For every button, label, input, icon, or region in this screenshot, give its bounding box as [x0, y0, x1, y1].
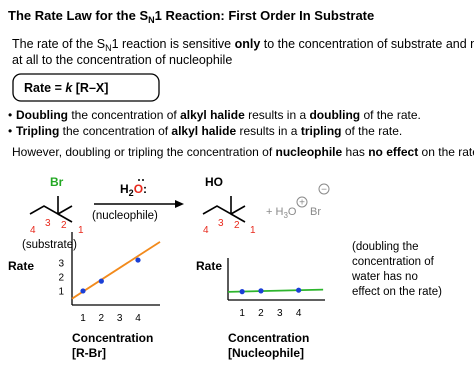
- label: (substrate): [22, 239, 77, 251]
- text-sub: 2: [129, 188, 134, 198]
- x-tick-label: 2: [258, 308, 264, 319]
- y-tick-label: 1: [58, 286, 64, 297]
- text: O: [134, 182, 143, 196]
- x-tick-label: 4: [296, 308, 302, 319]
- text: has: [342, 145, 368, 159]
- text: 1 reaction is sensitive: [112, 37, 235, 51]
- text: Rate =: [24, 81, 65, 95]
- atom: Br: [50, 175, 64, 189]
- carbon-number: 1: [250, 225, 256, 236]
- x-sublabel: [Nucleophile]: [228, 346, 304, 360]
- note-line: water has no: [351, 271, 418, 283]
- text-sub: 3: [283, 211, 288, 220]
- text: H: [120, 182, 129, 196]
- x-tick-label: 1: [239, 308, 245, 319]
- label: (nucleophile): [92, 210, 158, 222]
- charge-circle: [296, 196, 308, 208]
- lone-pair-dot: [138, 179, 140, 181]
- note-line: (doubling the: [352, 241, 419, 253]
- text: alkyl halide: [171, 124, 236, 138]
- y-tick-label: 3: [58, 258, 64, 269]
- text: of the rate.: [342, 124, 403, 138]
- text-bold: only: [235, 37, 261, 51]
- y-label: Rate: [196, 259, 222, 273]
- lone-pair-dot: [142, 179, 144, 181]
- text: alkyl halide: [180, 108, 245, 122]
- x-sublabel: [R-Br]: [72, 346, 106, 360]
- text: results in a: [245, 108, 310, 122]
- x-label: Concentration: [228, 331, 309, 345]
- atom: HO: [205, 175, 223, 189]
- text: results in a: [236, 124, 301, 138]
- text: on the rate.: [418, 145, 474, 159]
- text: Br: [310, 206, 321, 218]
- text: the concentration of: [68, 108, 180, 122]
- data-point: [296, 287, 302, 293]
- text: the concentration of: [59, 124, 171, 138]
- carbon-number: 3: [45, 218, 51, 229]
- intro-line: at all to the concentration of nucleophi…: [12, 53, 232, 67]
- text-sub: N: [105, 43, 112, 53]
- bullet: •: [8, 108, 12, 122]
- byproducts: + H3O: [266, 206, 297, 220]
- text: :: [143, 182, 147, 196]
- x-tick-label: 3: [277, 308, 283, 319]
- charge: −: [321, 185, 327, 196]
- text: doubling: [309, 108, 360, 122]
- title: The Rate Law for the SN1 Reaction: First…: [8, 8, 374, 25]
- data-point: [258, 288, 264, 294]
- text: However, doubling or tripling the concen…: [12, 145, 276, 159]
- carbon-number: 4: [30, 225, 36, 236]
- text: nucleophile: [276, 145, 343, 159]
- data-point: [80, 288, 86, 294]
- x-label: Concentration: [72, 331, 153, 345]
- title-part: 1 Reaction: First Order In Substrate: [155, 8, 375, 23]
- data-point: [98, 278, 104, 284]
- text: no effect: [368, 145, 418, 159]
- bullet-text: Doubling the concentration of alkyl hali…: [16, 108, 421, 122]
- x-tick-label: 3: [117, 313, 123, 324]
- data-point: [239, 289, 245, 295]
- data-point: [135, 257, 141, 263]
- trend-line: [71, 241, 161, 300]
- carbon-number: 4: [203, 225, 209, 236]
- reagent: H2O:: [120, 182, 147, 198]
- text: Doubling: [16, 108, 68, 122]
- intro-line: The rate of the SN1 reaction is sensitiv…: [12, 37, 474, 53]
- conclusion: However, doubling or tripling the concen…: [12, 145, 474, 159]
- bullet: •: [8, 124, 12, 138]
- y-tick-label: 2: [58, 272, 64, 283]
- x-tick-label: 1: [80, 313, 86, 324]
- charge-circle: [318, 183, 330, 195]
- arrow-head: [175, 200, 184, 208]
- text: k: [65, 81, 73, 95]
- text: Tripling: [16, 124, 59, 138]
- text: + H: [266, 206, 283, 218]
- note-line: effect on the rate): [352, 286, 442, 298]
- x-tick-label: 2: [99, 313, 105, 324]
- title-sub: N: [148, 15, 155, 25]
- text: of the rate.: [360, 108, 421, 122]
- y-label: Rate: [8, 259, 34, 273]
- rate-law-box: [12, 73, 160, 102]
- carbon-number: 2: [61, 220, 67, 231]
- text: The rate of the S: [12, 37, 105, 51]
- text: tripling: [301, 124, 342, 138]
- title-part: The Rate Law for the S: [8, 8, 148, 23]
- note-line: concentration of: [352, 256, 435, 268]
- bullet-text: Tripling the concentration of alkyl hali…: [16, 124, 402, 138]
- carbon-number: 1: [78, 225, 84, 236]
- text: O: [288, 206, 297, 218]
- product-skeleton: [202, 196, 246, 223]
- charge: +: [299, 198, 305, 209]
- carbon-number: 3: [218, 218, 224, 229]
- carbon-number: 2: [234, 220, 240, 231]
- text: [R–X]: [72, 81, 108, 95]
- text: to the concentration of substrate and no…: [260, 37, 474, 51]
- x-tick-label: 4: [135, 313, 141, 324]
- rate-law: Rate = k [R–X]: [24, 81, 108, 95]
- substrate-skeleton: [29, 196, 73, 223]
